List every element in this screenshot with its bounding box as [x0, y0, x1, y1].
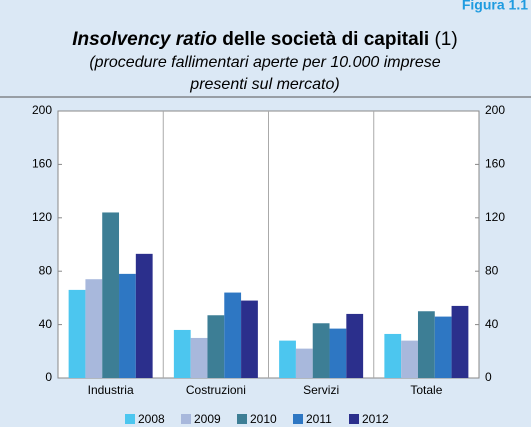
subtitle: presenti sul mercato) [189, 76, 339, 93]
bar [135, 253, 153, 378]
figure-label: Figura 1.1 [462, 0, 528, 13]
x-tick-label: Servizi [303, 383, 339, 397]
legend-label: 2011 [306, 412, 332, 426]
y-tick-label: 40 [39, 317, 53, 331]
y-tick-label: 160 [32, 157, 52, 171]
bar [241, 300, 258, 378]
bar [401, 340, 418, 378]
legend-swatch [349, 414, 359, 424]
legend-swatch [125, 414, 135, 424]
bar [119, 273, 136, 378]
bar [346, 313, 364, 378]
y2-tick-label: 40 [485, 317, 499, 331]
bar [173, 329, 191, 378]
legend-swatch [181, 414, 191, 424]
legend-label: 2012 [362, 412, 389, 426]
bar [279, 340, 296, 378]
bar [295, 348, 313, 378]
bar [190, 337, 208, 378]
legend-swatch [237, 414, 247, 424]
y2-tick-label: 0 [485, 370, 492, 384]
x-tick-label: Costruzioni [186, 383, 246, 397]
bar [451, 305, 469, 378]
bar [417, 311, 435, 378]
legend-swatch [293, 414, 303, 424]
y2-tick-label: 160 [485, 157, 505, 171]
bar [224, 292, 242, 378]
bar [207, 315, 225, 378]
bar [312, 323, 330, 378]
bar [434, 316, 452, 378]
legend-label: 2009 [194, 412, 221, 426]
title-part: (1) [434, 29, 457, 50]
y-tick-label: 0 [45, 370, 52, 384]
chart-title: Insolvency ratio delle società di capita… [72, 29, 457, 50]
y-tick-label: 200 [32, 103, 52, 117]
y-tick-label: 120 [32, 210, 52, 224]
bar [102, 212, 120, 378]
bar [68, 289, 86, 378]
bar [329, 328, 347, 378]
y2-tick-label: 120 [485, 210, 505, 224]
title-part: delle società di capitali [222, 29, 429, 50]
y-tick-label: 80 [39, 263, 53, 277]
bar [85, 279, 103, 378]
x-tick-label: Industria [88, 383, 134, 397]
legend-label: 2010 [250, 412, 277, 426]
x-tick-label: Totale [410, 383, 442, 397]
y2-tick-label: 80 [485, 263, 499, 277]
legend-label: 2008 [138, 412, 165, 426]
y2-tick-label: 200 [485, 103, 505, 117]
title-part: Insolvency ratio [72, 29, 217, 50]
bar [384, 333, 402, 378]
subtitle: (procedure fallimentari aperte per 10.00… [89, 54, 440, 71]
